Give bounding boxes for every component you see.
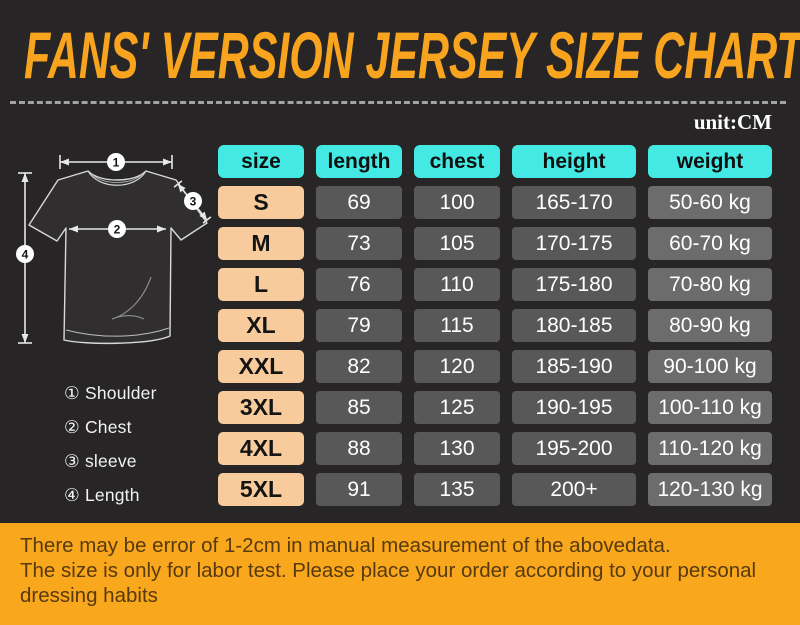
page-title-text: FANS' VERSION JERSEY SIZE CHART (24, 18, 800, 92)
value-cell: 79 (316, 309, 402, 342)
size-cell: XL (218, 309, 304, 342)
size-cell: XXL (218, 350, 304, 383)
arrow-heads (21, 158, 207, 343)
value-cell: 120 (414, 350, 500, 383)
value-cell: 82 (316, 350, 402, 383)
column-header-weight: weight (648, 145, 772, 178)
value-cell: 85 (316, 391, 402, 424)
disclaimer-band: There may be error of 1-2cm in manual me… (0, 523, 800, 625)
value-cell: 110-120 kg (648, 432, 772, 465)
page-title: FANS' VERSION JERSEY SIZE CHART (24, 22, 800, 88)
dashed-divider (10, 101, 786, 104)
unit-label: unit:CM (693, 110, 772, 134)
value-cell: 175-180 (512, 268, 636, 301)
value-cell: 50-60 kg (648, 186, 772, 219)
value-cell: 91 (316, 473, 402, 506)
value-cell: 88 (316, 432, 402, 465)
value-cell: 180-185 (512, 309, 636, 342)
legend-item-chest: ② Chest (64, 417, 132, 437)
value-cell: 130 (414, 432, 500, 465)
value-cell: 200+ (512, 473, 636, 506)
marker-3: 3 (190, 195, 197, 209)
value-cell: 105 (414, 227, 500, 260)
disclaimer-line-2: The size is only for labor test. Please … (20, 559, 757, 607)
value-cell: 185-190 (512, 350, 636, 383)
value-cell: 100 (414, 186, 500, 219)
tshirt-outline-icon (28, 170, 208, 345)
size-cell: 4XL (218, 432, 304, 465)
measurement-legend: ① Shoulder ② Chest ③ sleeve ④ Length (64, 376, 157, 512)
column-header-size: size (218, 145, 304, 178)
value-cell: 69 (316, 186, 402, 219)
value-cell: 76 (316, 268, 402, 301)
value-cell: 60-70 kg (648, 227, 772, 260)
size-table: size length chest height weight S 69 100 165-170… (218, 145, 772, 506)
marker-2: 2 (114, 223, 121, 237)
size-cell: 5XL (218, 473, 304, 506)
value-cell: 165-170 (512, 186, 636, 219)
legend-item-shoulder: ① Shoulder (64, 383, 157, 403)
value-cell: 90-100 kg (648, 350, 772, 383)
value-cell: 190-195 (512, 391, 636, 424)
legend-item-sleeve: ③ sleeve (64, 451, 137, 471)
marker-1: 1 (113, 156, 120, 170)
value-cell: 70-80 kg (648, 268, 772, 301)
size-cell: M (218, 227, 304, 260)
value-cell: 195-200 (512, 432, 636, 465)
value-cell: 80-90 kg (648, 309, 772, 342)
column-header-length: length (316, 145, 402, 178)
size-cell: S (218, 186, 304, 219)
value-cell: 125 (414, 391, 500, 424)
column-header-chest: chest (414, 145, 500, 178)
value-cell: 100-110 kg (648, 391, 772, 424)
value-cell: 170-175 (512, 227, 636, 260)
value-cell: 110 (414, 268, 500, 301)
value-cell: 135 (414, 473, 500, 506)
column-header-height: height (512, 145, 636, 178)
marker-circles: 1 2 3 4 (16, 153, 202, 263)
tshirt-measurement-diagram: 1 2 3 4 (16, 153, 212, 345)
legend-item-length: ④ Length (64, 485, 140, 505)
disclaimer-line-1: There may be error of 1-2cm in manual me… (20, 534, 671, 557)
size-cell: 3XL (218, 391, 304, 424)
size-cell: L (218, 268, 304, 301)
value-cell: 73 (316, 227, 402, 260)
value-cell: 120-130 kg (648, 473, 772, 506)
marker-4: 4 (22, 248, 29, 262)
value-cell: 115 (414, 309, 500, 342)
